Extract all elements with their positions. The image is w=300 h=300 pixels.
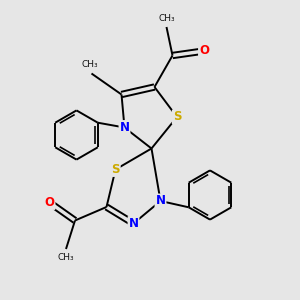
Text: O: O: [199, 44, 209, 58]
Text: CH₃: CH₃: [58, 253, 74, 262]
Text: S: S: [111, 163, 120, 176]
Text: N: N: [119, 121, 130, 134]
Text: N: N: [155, 194, 166, 208]
Text: CH₃: CH₃: [82, 60, 98, 69]
Text: S: S: [173, 110, 181, 124]
Text: N: N: [128, 217, 139, 230]
Text: O: O: [44, 196, 55, 209]
Text: CH₃: CH₃: [158, 14, 175, 23]
